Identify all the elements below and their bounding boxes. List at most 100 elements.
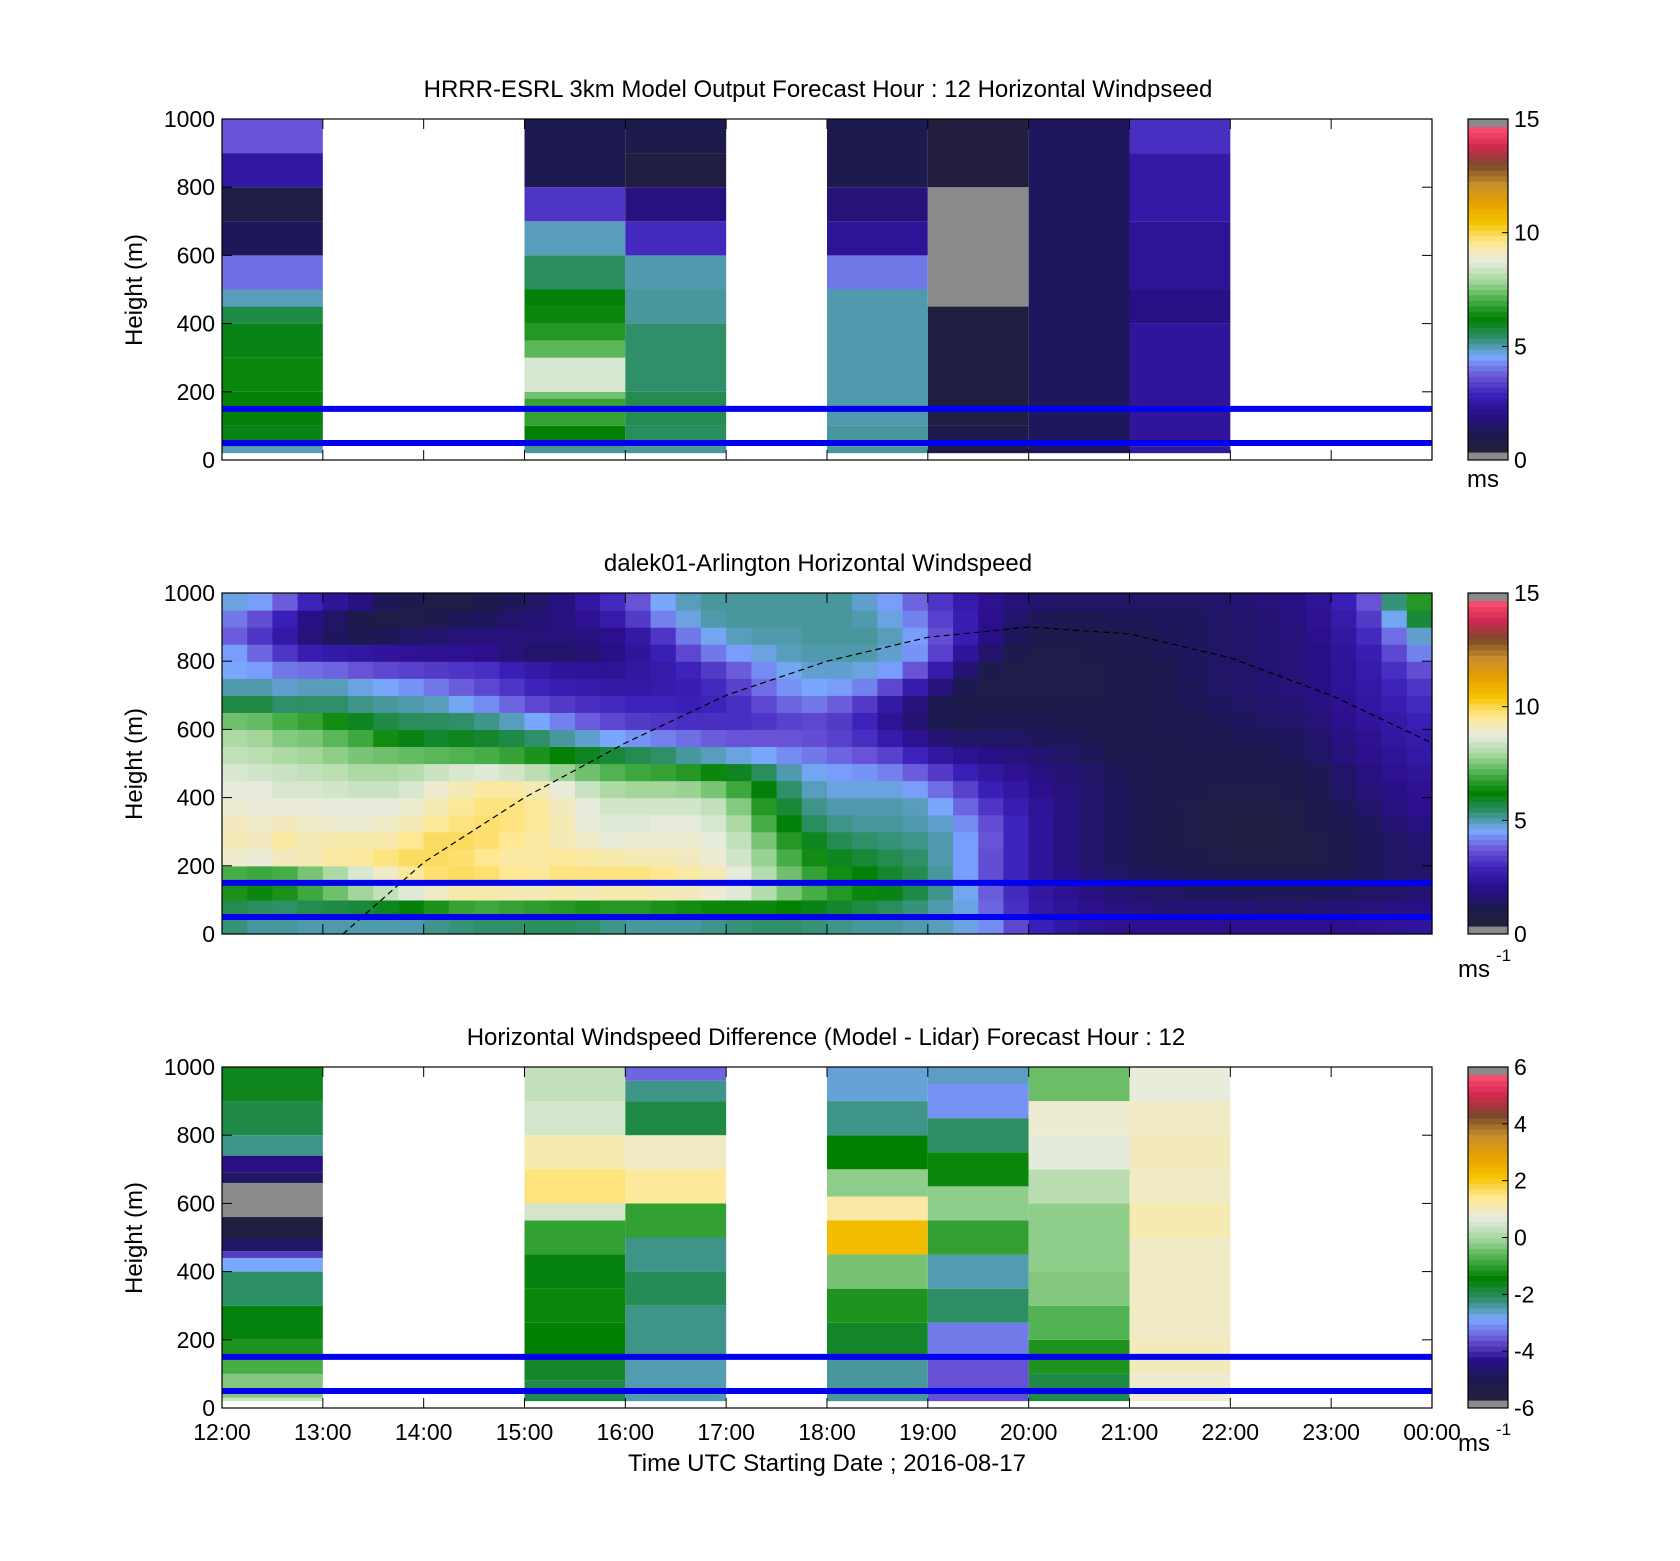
heatmap-cell	[1305, 916, 1332, 935]
heatmap-cell	[700, 729, 727, 748]
heatmap-cell	[272, 678, 299, 696]
heatmap-cell	[726, 712, 752, 730]
heatmap-cell	[247, 627, 274, 645]
heatmap-cell	[1280, 797, 1307, 816]
heatmap-cell	[776, 831, 803, 850]
colorbar-segment	[1468, 284, 1508, 291]
colorbar-segment	[1468, 1318, 1508, 1325]
heatmap-cell	[222, 1155, 323, 1173]
heatmap-cell	[297, 593, 324, 611]
heatmap-cell	[650, 797, 677, 816]
colorbar-segment	[1468, 633, 1508, 640]
heatmap-cell	[852, 627, 879, 645]
heatmap-cell	[1104, 848, 1131, 867]
heatmap-cell	[726, 865, 752, 884]
colorbar-segment	[1468, 403, 1508, 410]
heatmap-cell	[600, 848, 626, 867]
heatmap-cell	[1179, 848, 1206, 867]
heatmap-cell	[675, 848, 702, 867]
heatmap-cell	[902, 916, 929, 935]
heatmap-cell	[700, 848, 727, 867]
heatmap-cell	[1179, 882, 1206, 901]
heatmap-cell	[1179, 814, 1206, 833]
heatmap-cell	[423, 865, 450, 884]
heatmap-cell	[322, 627, 349, 645]
heatmap-cell	[1356, 712, 1383, 730]
colorbar-tick-label: 4	[1514, 1111, 1527, 1137]
heatmap-cell	[1003, 763, 1030, 782]
heatmap-cell	[927, 831, 954, 850]
heatmap-cell	[1079, 746, 1105, 765]
heatmap-cell	[1129, 899, 1156, 918]
heatmap-cell	[1255, 695, 1282, 713]
colorbar-tick-label: 5	[1514, 807, 1527, 833]
heatmap-cell	[1129, 831, 1156, 850]
heatmap-cell	[247, 763, 274, 782]
heatmap-cell	[1381, 780, 1408, 799]
heatmap-cell	[1079, 831, 1105, 850]
heatmap-cell	[650, 899, 677, 918]
heatmap-cell	[953, 678, 979, 696]
heatmap-cell	[801, 627, 828, 645]
heatmap-cell	[801, 729, 828, 748]
heatmap-cell	[1230, 763, 1257, 782]
heatmap-cell	[549, 644, 576, 662]
heatmap-cell	[1053, 610, 1080, 628]
heatmap-cell	[1003, 712, 1030, 730]
colorbar-segment	[1468, 446, 1508, 453]
heatmap-cell	[222, 661, 248, 679]
heatmap-cell	[625, 1067, 727, 1081]
heatmap-cell	[953, 661, 979, 679]
heatmap-cell	[247, 882, 274, 901]
heatmap-cell	[1406, 780, 1433, 799]
colorbar-unit: ms	[1458, 956, 1490, 983]
y-tick-label: 400	[177, 1259, 215, 1285]
heatmap-cell	[1079, 916, 1105, 935]
heatmap-cell	[1028, 729, 1055, 748]
heatmap-cell	[1280, 644, 1307, 662]
heatmap-cell	[751, 593, 778, 611]
x-tick-label: 15:00	[496, 1419, 554, 1445]
heatmap-cell	[700, 695, 727, 713]
heatmap-cell	[322, 593, 349, 611]
heatmap-cell	[423, 882, 450, 901]
heatmap-cell	[927, 695, 954, 713]
heatmap-cell	[348, 831, 374, 850]
heatmap-cell	[549, 916, 576, 935]
heatmap-cell	[222, 323, 323, 358]
heatmap-cell	[1356, 916, 1383, 935]
heatmap-cell	[1230, 712, 1257, 730]
x-tick-label: 18:00	[798, 1419, 856, 1445]
heatmap-cell	[499, 627, 526, 645]
heatmap-cell	[1356, 763, 1383, 782]
heatmap-cell	[348, 695, 374, 713]
heatmap-cell	[600, 627, 626, 645]
heatmap-cell	[700, 678, 727, 696]
heatmap-cell	[474, 661, 500, 679]
heatmap-cell	[978, 763, 1005, 782]
heatmap-cell	[373, 610, 400, 628]
heatmap-cell	[1129, 916, 1156, 935]
heatmap-cell	[1053, 848, 1080, 867]
heatmap-cell	[1406, 695, 1433, 713]
colorbar-segment	[1468, 1112, 1508, 1119]
heatmap-cell	[1331, 882, 1357, 901]
heatmap-cell	[1104, 661, 1131, 679]
heatmap-cell	[423, 695, 450, 713]
colorbar-segment	[1468, 1329, 1508, 1336]
heatmap-cell	[1003, 661, 1030, 679]
heatmap-cell	[524, 255, 626, 290]
heatmap-cell	[675, 797, 702, 816]
colorbar-segment	[1468, 262, 1508, 269]
colorbar-segment	[1468, 774, 1508, 781]
heatmap-cell	[1053, 763, 1080, 782]
heatmap-cell	[297, 729, 324, 748]
heatmap-cell	[625, 1101, 727, 1136]
colorbar-tick-label: 10	[1514, 694, 1540, 720]
colorbar-segment	[1468, 1248, 1508, 1255]
heatmap-cell	[1028, 712, 1055, 730]
colorbar-segment	[1468, 159, 1508, 166]
heatmap-cell	[1154, 712, 1181, 730]
heatmap-cell	[398, 678, 425, 696]
heatmap-cell	[1028, 763, 1055, 782]
